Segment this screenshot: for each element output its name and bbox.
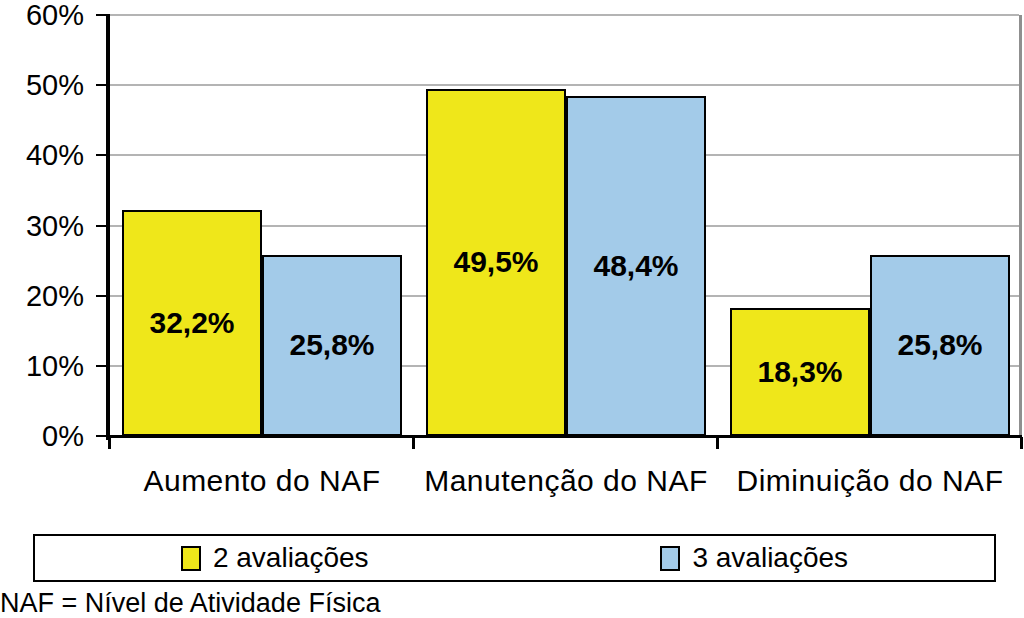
bar-value-label: 49,5% — [426, 245, 566, 279]
y-axis-label: 20% — [0, 281, 84, 311]
bar-value-label: 18,3% — [730, 355, 870, 389]
y-axis-label: 50% — [0, 70, 84, 100]
bar-value-label: 32,2% — [122, 306, 262, 340]
plot-right-border — [1019, 15, 1022, 436]
bar-value-label: 25,8% — [262, 328, 402, 362]
category-label-1: Manutenção do NAF — [414, 464, 718, 498]
legend-box: 2 avaliações 3 avaliações — [33, 534, 996, 582]
y-axis-line — [106, 15, 110, 440]
bar-value-label: 48,4% — [566, 249, 706, 283]
y-axis-label: 0% — [0, 421, 84, 451]
legend-swatch-blue — [660, 546, 680, 571]
bar-value-label: 25,8% — [870, 328, 1010, 362]
legend-entry-3-avaliacoes: 3 avaliações — [515, 543, 995, 573]
x-axis-tick-2 — [716, 437, 719, 449]
y-axis-label: 10% — [0, 351, 84, 381]
x-axis-tick-0 — [108, 437, 111, 449]
bar-chart: 0%10%20%30%40%50%60%32,2%25,8%Aumento do… — [0, 0, 1024, 618]
legend-entry-2-avaliacoes: 2 avaliações — [35, 543, 515, 573]
legend-swatch-yellow — [181, 546, 201, 571]
legend-label: 3 avaliações — [692, 543, 848, 573]
y-axis-label: 30% — [0, 211, 84, 241]
chart-footnote: NAF = Nível de Atividade Física — [0, 589, 380, 617]
x-axis-tick-1 — [412, 437, 415, 449]
gridline-50 — [110, 84, 1019, 86]
gridline-60 — [110, 14, 1019, 16]
y-axis-label: 60% — [0, 0, 84, 30]
y-axis-label: 40% — [0, 140, 84, 170]
category-label-2: Diminuição do NAF — [718, 464, 1022, 498]
legend-label: 2 avaliações — [213, 543, 369, 573]
x-axis-tick-3 — [1020, 437, 1023, 449]
category-label-0: Aumento do NAF — [110, 464, 414, 498]
